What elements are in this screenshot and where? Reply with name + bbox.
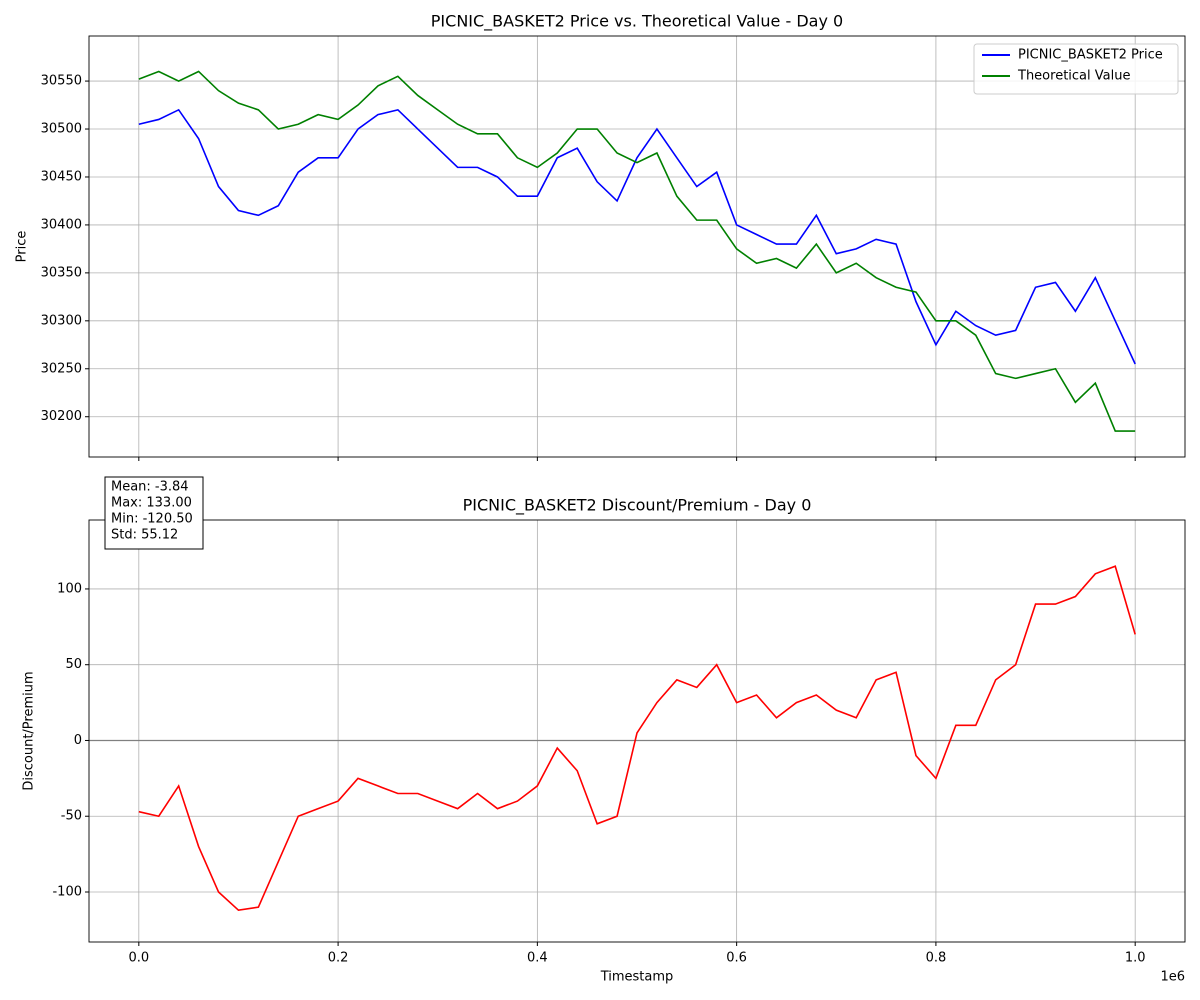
x-tick-label: 0.0 (128, 951, 149, 966)
x-tick-label: 0.8 (926, 951, 947, 966)
series-line (138, 108, 1136, 365)
y-tick-label: 30250 (41, 361, 82, 376)
x-tick-label: 0.6 (726, 951, 747, 966)
y-tick-label: -100 (52, 884, 82, 899)
y-tick-label: 30300 (41, 313, 82, 328)
y-tick-label: 30550 (41, 74, 82, 89)
y-tick-label: 30450 (41, 169, 82, 184)
y-tick-label: 30350 (41, 265, 82, 280)
chart-title: PICNIC_BASKET2 Discount/Premium - Day 0 (463, 496, 812, 516)
y-tick-label: 30400 (41, 217, 82, 232)
legend-label: PICNIC_BASKET2 Price (1018, 48, 1163, 63)
series-line (138, 70, 1136, 432)
x-axis-label: Timestamp (600, 970, 674, 985)
y-axis-label: Price (15, 231, 30, 263)
stats-text: Max: 133.00 (111, 496, 192, 511)
y-tick-label: -50 (61, 809, 82, 824)
y-tick-label: 30500 (41, 122, 82, 137)
x-tick-label: 0.4 (527, 951, 548, 966)
y-tick-label: 0 (74, 733, 82, 748)
x-tick-label: 1.0 (1125, 951, 1146, 966)
legend-label: Theoretical Value (1017, 69, 1130, 84)
stats-text: Min: -120.50 (111, 512, 193, 527)
series-line (138, 565, 1136, 912)
chart-title: PICNIC_BASKET2 Price vs. Theoretical Val… (431, 12, 843, 32)
stats-box (104, 476, 204, 550)
stats-text: Mean: -3.84 (111, 480, 189, 495)
y-tick-label: 100 (57, 581, 82, 596)
x-offset-label: 1e6 (1160, 970, 1185, 985)
stats-text: Std: 55.12 (111, 528, 178, 543)
y-axis-label: Discount/Premium (22, 671, 37, 790)
y-tick-label: 30200 (41, 409, 82, 424)
plot-frame (88, 35, 1186, 458)
plot-frame (88, 519, 1186, 943)
legend-box (973, 43, 1179, 95)
x-tick-label: 0.2 (328, 951, 349, 966)
y-tick-label: 50 (65, 657, 82, 672)
